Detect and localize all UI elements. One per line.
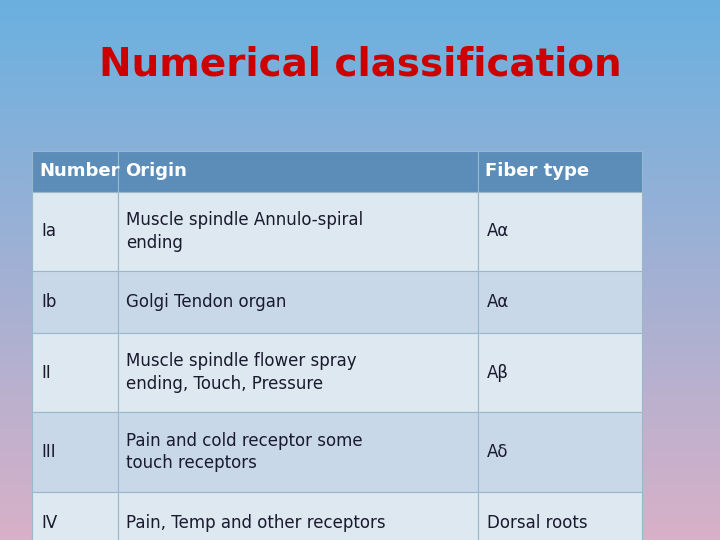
Text: II: II [41, 363, 51, 382]
Text: Muscle spindle Annulo-spiral
ending: Muscle spindle Annulo-spiral ending [126, 211, 364, 252]
Text: Golgi Tendon organ: Golgi Tendon organ [126, 293, 287, 311]
FancyBboxPatch shape [117, 333, 478, 413]
FancyBboxPatch shape [478, 413, 642, 492]
FancyBboxPatch shape [117, 492, 478, 540]
Text: Dorsal roots: Dorsal roots [487, 514, 588, 531]
Text: Ib: Ib [41, 293, 56, 311]
FancyBboxPatch shape [32, 151, 117, 192]
FancyBboxPatch shape [117, 271, 478, 333]
Text: Pain, Temp and other receptors: Pain, Temp and other receptors [126, 514, 386, 531]
Text: Fiber type: Fiber type [485, 163, 589, 180]
FancyBboxPatch shape [478, 271, 642, 333]
Text: Aα: Aα [487, 222, 509, 240]
FancyBboxPatch shape [32, 192, 117, 271]
FancyBboxPatch shape [478, 151, 642, 192]
FancyBboxPatch shape [478, 192, 642, 271]
FancyBboxPatch shape [32, 271, 117, 333]
Text: III: III [41, 443, 55, 461]
FancyBboxPatch shape [117, 192, 478, 271]
Text: Aδ: Aδ [487, 443, 508, 461]
Text: Origin: Origin [125, 163, 186, 180]
Text: Aβ: Aβ [487, 363, 508, 382]
FancyBboxPatch shape [32, 413, 117, 492]
Text: Aα: Aα [487, 293, 509, 311]
FancyBboxPatch shape [478, 333, 642, 413]
Text: Numerical classification: Numerical classification [99, 46, 621, 84]
Text: Muscle spindle flower spray
ending, Touch, Pressure: Muscle spindle flower spray ending, Touc… [126, 353, 357, 393]
Text: Ia: Ia [41, 222, 56, 240]
Text: Pain and cold receptor some
touch receptors: Pain and cold receptor some touch recept… [126, 432, 363, 472]
Text: IV: IV [41, 514, 58, 531]
FancyBboxPatch shape [478, 492, 642, 540]
FancyBboxPatch shape [117, 413, 478, 492]
FancyBboxPatch shape [117, 151, 478, 192]
FancyBboxPatch shape [32, 492, 117, 540]
FancyBboxPatch shape [32, 333, 117, 413]
Text: Number: Number [40, 163, 120, 180]
